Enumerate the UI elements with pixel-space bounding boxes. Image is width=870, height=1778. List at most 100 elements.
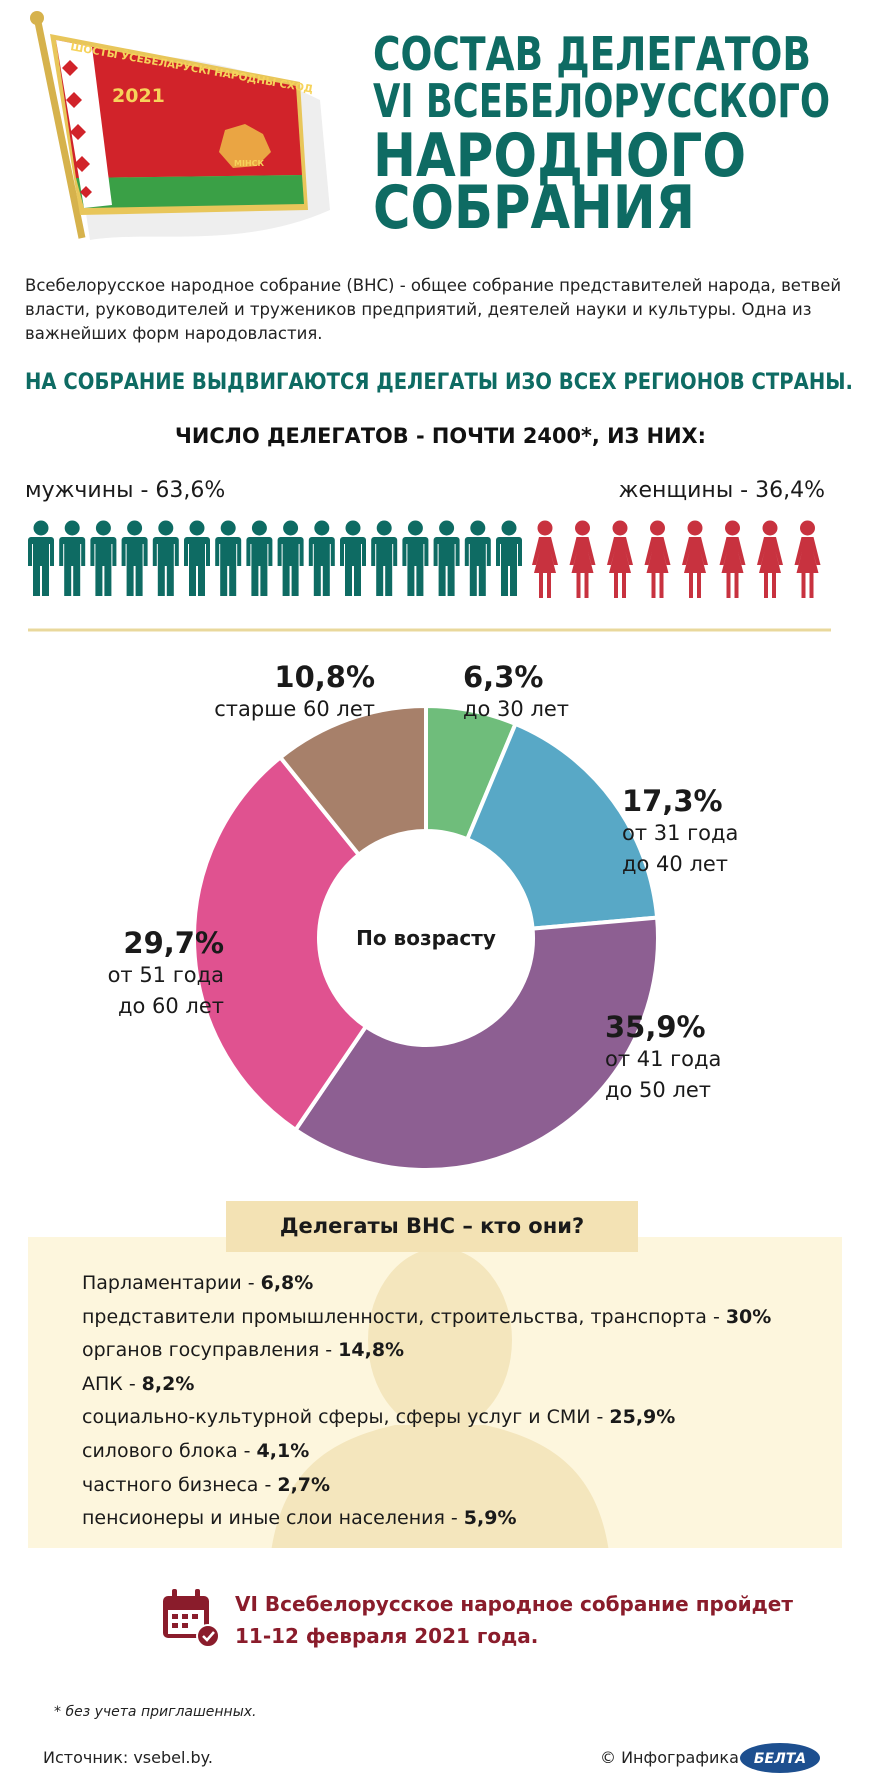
icon-body [433,537,460,596]
role-value: 25,9% [609,1406,676,1429]
flag-ornament [62,60,92,198]
donut-label: 10,8% старше 60 лет [214,660,375,725]
flag-ornament-band [56,40,112,208]
title-line: СОБРАНИЯ [373,173,695,243]
category-label: до 30 лет [463,697,570,721]
icon-head [470,520,486,536]
role-label: социально-культурной сферы, сферы услуг … [82,1406,604,1429]
women-label: женщины - 36,4% [618,478,825,503]
roles-heading: Делегаты ВНС – кто они? [226,1201,638,1252]
value-label: 10,8% [274,660,375,694]
icon-head [725,520,740,536]
role-label: силового блока - [82,1440,251,1462]
men-label: мужчины - 63,6% [25,478,226,503]
role-value: 2,7% [277,1473,331,1496]
icon-head [650,520,665,536]
role-label: частного бизнеса - [82,1473,272,1496]
pole-top [30,11,44,25]
donut-label: 35,9% от 41 года до 50 лет [605,1010,721,1106]
icon-body [246,537,273,596]
man-icon [28,520,54,596]
calendar-grid [172,1614,198,1628]
regions-note: НА СОБРАНИЕ ВЫДВИГАЮТСЯ ДЕЛЕГАТЫ ИЗО ВСЕ… [25,370,853,395]
calendar-ring [195,1589,200,1601]
role-item: силового блока -4,1% [82,1440,309,1462]
woman-icon [794,520,821,598]
icon-head [314,520,330,536]
role-item: АПК -8,2% [82,1373,194,1395]
donut-chart: По возрасту [192,703,660,1172]
icon-head [189,520,205,536]
donut-segment [277,703,428,858]
role-item: социально-культурной сферы, сферы услуг … [82,1406,675,1428]
icon-body [308,537,335,596]
logo-badge [740,1743,820,1773]
role-value: 4,1% [256,1440,310,1462]
woman-icon [644,520,671,598]
logo: БЕЛТА [754,1751,806,1767]
role-label: представители промышленности, строительс… [82,1305,720,1328]
icon-head [762,520,778,536]
check-badge [196,1624,220,1648]
icon-head [95,520,111,536]
role-label: Парламентарии - [82,1272,255,1294]
donut-label: 29,7% от 51 года до 60 лет [108,926,224,1022]
icon-body [90,537,117,596]
man-icon [152,520,179,596]
donut-segment [192,754,369,1133]
man-icon [90,520,117,596]
woman-icon [569,520,596,598]
role-item: органов госуправления -14,8% [82,1339,404,1361]
flag-green [76,175,304,208]
flag-map [219,124,271,168]
man-icon [59,520,86,596]
calendar-ring [172,1589,177,1601]
role-value: 14,8% [338,1339,405,1362]
role-item: пенсионеры и иные слои населения -5,9% [82,1507,517,1529]
center-label: По возрасту [356,926,496,950]
icon-body [644,537,671,598]
footnote: * без учета приглашенных. [54,1704,257,1720]
donut-label: 6,3% до 30 лет [463,660,569,725]
role-label: органов госуправления - [82,1339,333,1362]
donut-segment [464,721,660,931]
icon-head [251,520,267,536]
icon-body [121,537,148,596]
man-icon [340,520,366,596]
role-item: Парламентарии -6,8% [82,1272,313,1294]
woman-icon [757,520,783,598]
icon-body [464,537,491,596]
flag-city: МІНСК [234,159,265,168]
gender-heading: ЧИСЛО ДЕЛЕГАТОВ - ПОЧТИ 2400*, ИЗ НИХ: [175,424,706,448]
icon-body [340,537,366,596]
role-item: представители промышленности, строительс… [82,1306,771,1328]
role-item: частного бизнеса -2,7% [82,1474,330,1496]
role-value: 6,8% [260,1272,314,1294]
icon-body [757,537,783,598]
icon-head [376,520,392,536]
source: Источник: vsebel.by. [43,1748,213,1767]
icon-body [402,537,429,596]
people-icons [28,520,821,598]
role-value: 8,2% [141,1372,195,1395]
icon-head [575,520,590,536]
role-label: АПК - [82,1372,136,1395]
icon-head [612,520,628,536]
calendar-icon [163,1589,220,1648]
role-value: 30% [725,1305,772,1328]
icon-head [501,520,517,536]
icon-head [64,520,80,536]
value-label: 29,7% [123,926,224,960]
silhouette-head [368,1248,512,1432]
category-label: от 51 года до 60 лет [107,963,224,1018]
title-line: СОСТАВ ДЕЛЕГАТОВ [373,27,811,81]
flag: ШОСТЫ ЎСЕБЕЛАРУСКІ НАРОДНЫ СХОД 2021 МІН… [30,11,330,240]
man-icon [215,520,242,596]
icon-body [152,537,179,596]
donut-label: 17,3% от 31 года до 40 лет [622,784,738,880]
title-line: НАРОДНОГО [373,121,746,191]
icon-head [283,520,299,536]
man-icon [496,520,522,596]
value-label: 6,3% [463,660,544,694]
